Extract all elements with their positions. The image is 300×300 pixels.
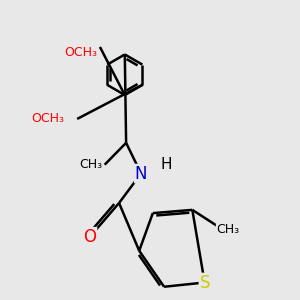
Text: OCH₃: OCH₃ [64, 46, 97, 59]
Text: CH₃: CH₃ [217, 223, 240, 236]
Text: O: O [83, 228, 97, 246]
Text: CH₃: CH₃ [79, 158, 102, 171]
Text: S: S [200, 274, 210, 292]
Text: N: N [135, 165, 147, 183]
Text: OCH₃: OCH₃ [32, 112, 65, 125]
Text: H: H [160, 157, 172, 172]
